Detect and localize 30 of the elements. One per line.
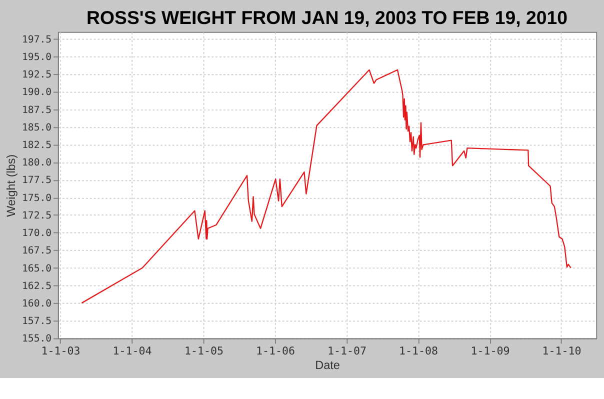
y-tick-label: 180.0 xyxy=(22,158,52,169)
y-tick-label: 162.5 xyxy=(22,280,52,292)
y-tick-label: 165.0 xyxy=(22,263,52,274)
x-tick-label: 1-1-06 xyxy=(256,344,296,358)
x-tick-label: 1-1-07 xyxy=(328,344,367,358)
x-tick-label: 1-1-10 xyxy=(542,344,582,358)
y-tick-label: 187.5 xyxy=(22,104,52,116)
y-tick-label: 177.5 xyxy=(22,175,52,186)
x-tick-label: 1-1-03 xyxy=(41,344,80,358)
y-tick-label: 185.0 xyxy=(22,122,52,134)
y-tick-label: 157.5 xyxy=(22,316,52,328)
y-axis-title: Weight (lbs) xyxy=(5,154,18,217)
y-tick-label: 167.5 xyxy=(22,246,52,257)
y-tick-label: 160.0 xyxy=(22,298,52,310)
y-tick-label: 195.0 xyxy=(22,52,52,63)
y-tick-label: 197.5 xyxy=(22,34,52,46)
x-tick-label: 1-1-05 xyxy=(184,344,224,358)
y-tick-label: 172.5 xyxy=(22,210,52,222)
x-axis-title: Date xyxy=(315,359,340,372)
x-tick-label: 1-1-08 xyxy=(399,344,438,358)
x-tick-label: 1-1-04 xyxy=(112,344,152,358)
y-tick-label: 170.0 xyxy=(22,228,52,240)
line-series xyxy=(81,69,572,304)
chart-title: ROSS'S WEIGHT FROM JAN 19, 2003 TO FEB 19, 2010 xyxy=(86,7,568,28)
y-tick-label: 192.5 xyxy=(22,70,52,81)
x-tick-label: 1-1-09 xyxy=(470,344,510,358)
y-tick-label: 175.0 xyxy=(22,192,52,204)
y-tick-label: 155.0 xyxy=(22,334,52,345)
y-tick-label: 182.5 xyxy=(22,140,52,152)
y-tick-label: 190.0 xyxy=(22,87,52,98)
